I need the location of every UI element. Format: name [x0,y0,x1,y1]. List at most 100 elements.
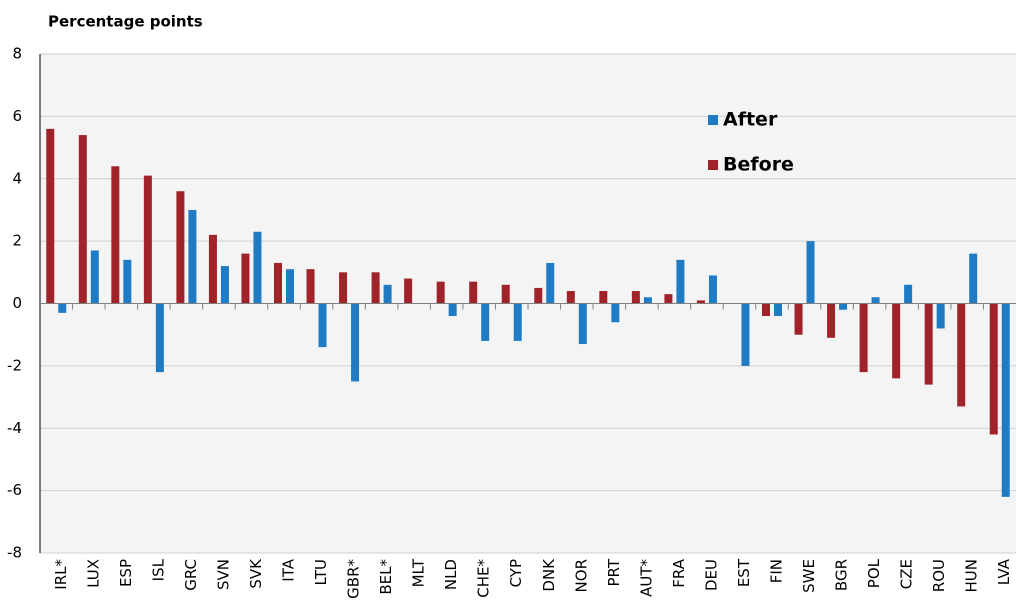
bar [46,128,55,304]
y-tick-label: -6 [7,481,22,499]
bar [839,303,848,310]
y-tick-label: -4 [7,419,22,437]
bar [176,191,185,304]
x-tick-label: BEL* [377,559,395,595]
bar [318,303,327,348]
bar [827,303,836,338]
x-tick-label: FRA [670,558,688,587]
bar [762,303,770,316]
bar [111,166,120,304]
bar [78,135,87,304]
bar [774,303,782,316]
x-tick-label: IRL* [52,559,70,590]
bar [546,262,555,304]
y-tick-label: 6 [12,107,22,125]
bar [339,272,348,304]
bar [664,294,673,304]
bar [155,303,164,373]
chart-title: Percentage points [48,13,203,31]
bar [501,284,510,304]
x-tick-label: ROU [930,559,948,592]
x-tick-label: FIN [768,559,786,583]
bar [534,287,543,304]
x-tick-label: SWE [800,559,818,593]
legend-label: After [723,109,778,131]
bar [643,297,652,304]
bar [611,303,620,323]
bar [58,303,67,313]
x-tick-label: AUT* [637,559,655,597]
x-tick-label: GBR* [345,559,363,599]
bar [253,231,262,304]
bar [599,291,608,304]
bar [936,303,945,329]
bar [989,303,998,435]
y-tick-label: -8 [7,544,22,562]
bar [578,303,587,345]
bar [513,303,522,341]
bar [969,253,978,304]
bar [794,303,803,335]
bar [383,284,392,304]
x-tick-label: SVN [214,559,232,590]
bar [286,269,294,304]
x-tick-label: ITA [280,558,298,581]
y-tick-label: 0 [12,294,22,312]
x-tick-label: LUX [84,559,102,588]
x-tick-label: DNK [540,558,558,592]
y-tick-label: 2 [12,232,22,250]
bar [220,266,229,304]
bar [448,303,457,316]
bar [871,297,880,304]
x-tick-label: BGR [833,559,851,591]
legend-swatch [708,160,718,170]
bar [274,262,282,304]
y-tick-label: 4 [12,169,22,187]
bar [696,300,705,304]
bar [123,259,132,304]
x-tick-label: CZE [898,559,916,589]
bar [1001,303,1010,497]
x-tick-label: SVK [247,558,265,589]
y-tick-label: -2 [7,356,22,374]
x-tick-label: ESP [117,559,135,587]
bar [404,278,413,304]
bar [924,303,933,385]
bar [806,241,815,304]
x-tick-label: NOR [572,559,590,592]
x-tick-label: MLT [410,558,428,587]
bar [566,291,575,304]
bar [208,234,217,304]
bar [904,284,913,304]
bar [957,303,966,407]
legend-swatch [708,115,718,125]
x-tick-label: CHE* [475,559,493,598]
bar [676,259,685,304]
x-tick-label: EST [735,558,753,587]
bar [371,272,380,304]
x-tick-label: PRT [605,558,623,586]
bar [241,253,250,304]
x-tick-label: POL [865,558,883,588]
x-tick-label: NLD [442,559,460,590]
bar [859,303,868,373]
bar [306,269,315,304]
bar [892,303,901,379]
y-tick-label: 8 [12,45,22,63]
x-tick-label: LTU [312,559,330,585]
x-tick-label: ISL [149,558,167,581]
bar [708,275,717,304]
bar [631,291,640,304]
bar [469,281,478,304]
bar [188,209,197,304]
x-tick-label: DEU [702,559,720,591]
x-tick-label: HUN [963,559,981,592]
bar [436,281,445,304]
bar [143,175,152,304]
x-tick-label: LVA [995,558,1013,585]
x-tick-label: GRC [182,559,200,591]
bar [90,250,99,304]
legend-label: Before [723,154,794,176]
bar [741,303,750,366]
